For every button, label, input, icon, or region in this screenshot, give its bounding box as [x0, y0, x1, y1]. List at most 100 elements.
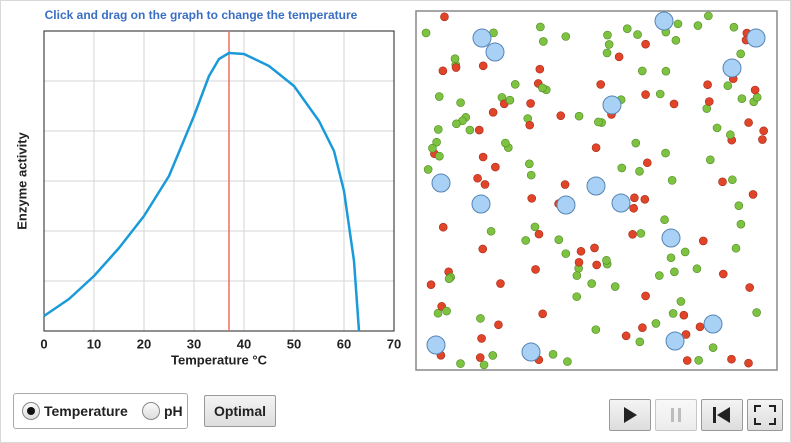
molecule: [651, 319, 661, 328]
molecule: [510, 80, 520, 89]
molecule: [560, 180, 570, 189]
molecule: [465, 125, 475, 135]
enzyme: [654, 11, 674, 31]
molecule: [635, 337, 645, 347]
molecule: [456, 359, 465, 368]
molecule: [426, 280, 436, 290]
molecule: [548, 350, 558, 359]
x-tick-label: 60: [337, 336, 351, 351]
molecule: [574, 257, 584, 267]
molecule: [736, 219, 746, 229]
enzyme: [611, 193, 631, 213]
molecule: [435, 151, 444, 161]
molecule: [488, 108, 498, 117]
molecule: [574, 111, 584, 121]
x-tick-label: 70: [387, 336, 401, 351]
radio-button[interactable]: [142, 402, 160, 420]
enzyme: [521, 342, 541, 362]
molecule: [694, 356, 703, 365]
molecule: [744, 118, 753, 127]
radio-label[interactable]: pH: [164, 403, 183, 419]
molecule: [705, 155, 715, 165]
radio-label[interactable]: Temperature: [44, 403, 128, 419]
molecule: [486, 226, 496, 236]
molecule: [477, 334, 486, 343]
molecule: [432, 137, 441, 147]
molecule: [527, 194, 537, 203]
molecule: [679, 310, 689, 320]
molecule: [633, 30, 642, 39]
molecule: [554, 235, 564, 244]
molecule: [718, 269, 728, 279]
molecule: [491, 162, 500, 172]
molecule: [604, 40, 614, 49]
molecule: [750, 85, 760, 95]
molecule: [692, 264, 702, 274]
molecule: [602, 255, 611, 265]
molecule: [423, 165, 433, 174]
molecule: [637, 66, 647, 76]
molecule: [643, 158, 652, 168]
y-axis-label: Enzyme activity: [14, 131, 29, 229]
molecule: [478, 244, 488, 254]
molecule: [476, 314, 485, 323]
molecule: [496, 279, 505, 288]
molecule: [539, 37, 548, 46]
molecule: [610, 282, 620, 291]
x-tick-label: 10: [87, 336, 101, 351]
molecule: [728, 175, 737, 185]
x-tick-label: 20: [137, 336, 151, 351]
molecule: [434, 92, 444, 101]
molecule: [536, 22, 545, 32]
enzyme: [471, 194, 491, 214]
molecule: [450, 54, 460, 64]
molecule: [442, 306, 451, 316]
molecule: [759, 126, 768, 136]
molecule: [670, 267, 679, 277]
instruction: Click and drag on the graph to change th…: [45, 8, 358, 22]
molecule: [590, 243, 599, 253]
reset-button[interactable]: [701, 399, 743, 431]
molecule: [479, 360, 489, 370]
x-tick-label: 30: [187, 336, 201, 351]
chart[interactable]: Click and drag on the graph to change th…: [1, 1, 790, 386]
molecule: [433, 125, 443, 134]
molecule: [614, 52, 624, 62]
molecule: [661, 148, 670, 158]
molecule: [602, 48, 612, 58]
enzyme: [586, 176, 606, 196]
molecule: [734, 201, 744, 210]
molecule: [592, 260, 601, 270]
enzyme: [485, 42, 505, 62]
pause-button[interactable]: [655, 399, 697, 431]
x-axis-label: Temperature °C: [171, 352, 268, 367]
molecule: [538, 83, 547, 93]
molecule: [668, 309, 678, 318]
molecule: [727, 354, 736, 364]
molecule: [561, 32, 571, 41]
molecule: [671, 35, 681, 45]
play-button[interactable]: [609, 399, 651, 431]
enzyme: [703, 314, 723, 334]
molecule: [752, 92, 762, 102]
molecule: [440, 12, 449, 22]
molecule: [617, 163, 627, 173]
molecule: [478, 152, 488, 162]
molecule: [693, 21, 703, 30]
molecule: [572, 271, 582, 280]
molecule: [744, 358, 753, 368]
fullscreen-button[interactable]: [747, 399, 783, 431]
molecule: [478, 61, 488, 71]
enzyme: [556, 195, 576, 215]
molecule: [703, 80, 712, 89]
molecule: [667, 176, 677, 185]
molecule: [438, 222, 448, 232]
molecule: [631, 138, 641, 148]
molecule: [456, 98, 465, 107]
radio-button[interactable]: [22, 402, 40, 420]
molecule: [505, 95, 515, 105]
optimal-button[interactable]: Optimal: [204, 395, 276, 427]
molecule: [723, 81, 733, 91]
molecule: [682, 356, 692, 365]
molecule: [680, 247, 690, 257]
